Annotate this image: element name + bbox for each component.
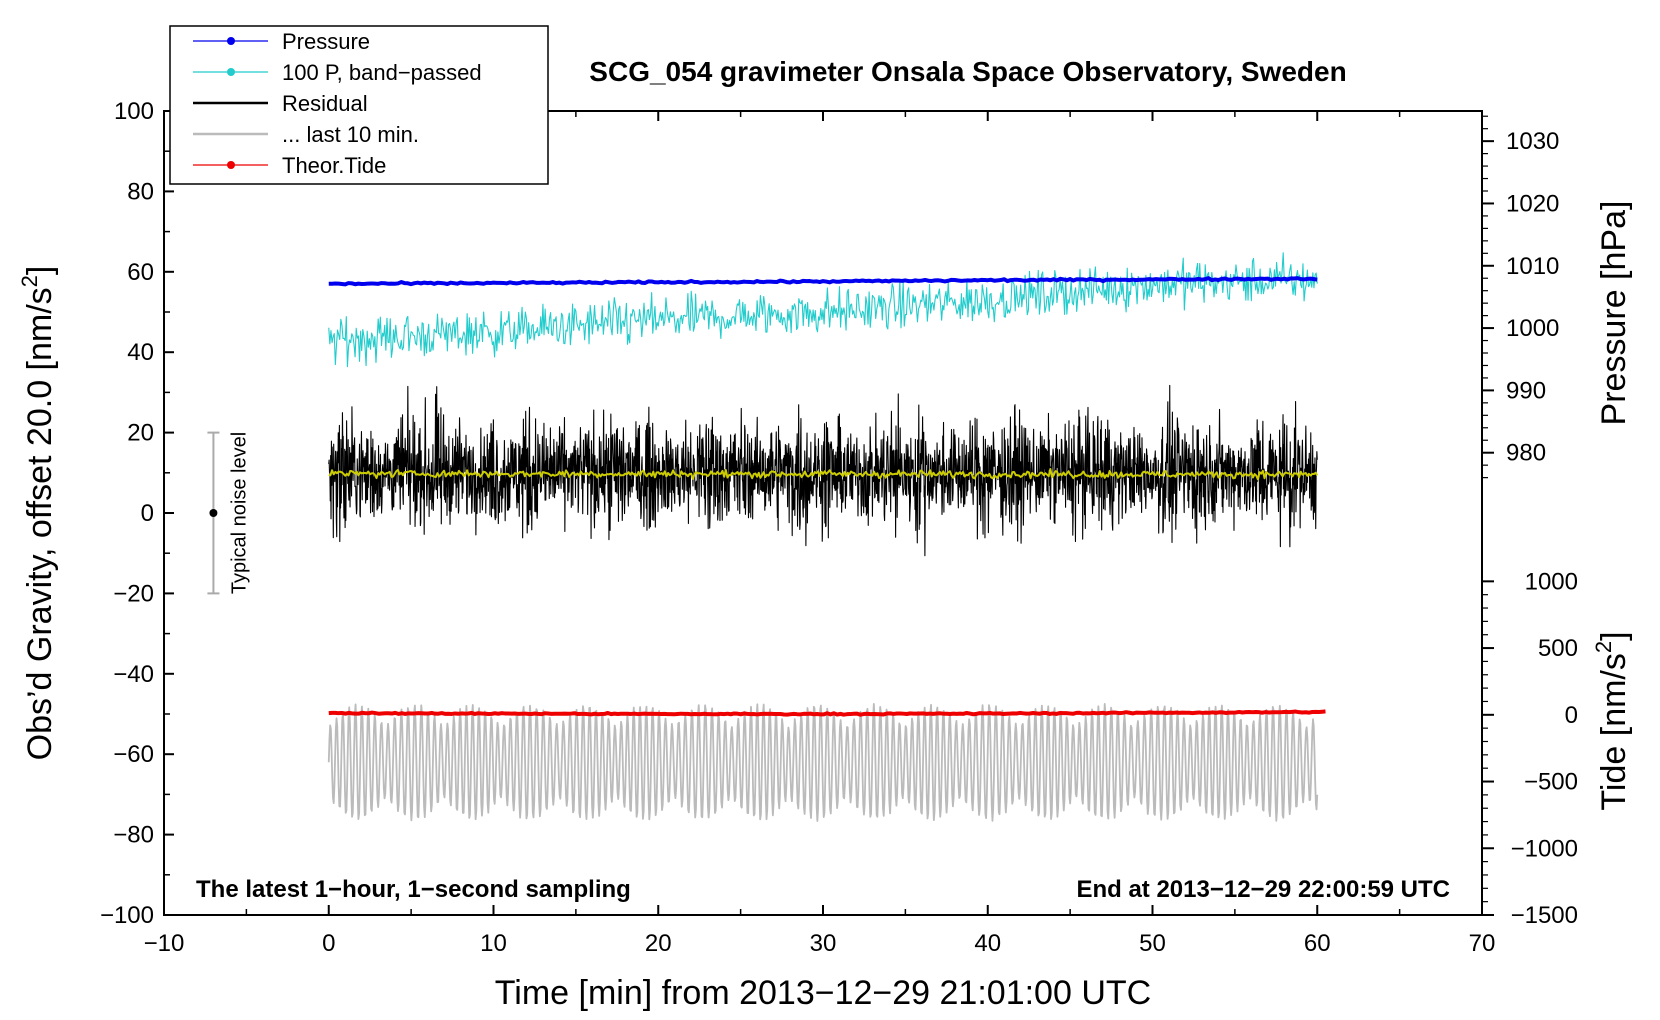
legend-marker (227, 68, 235, 76)
noise-level-label: Typical noise level (228, 432, 250, 594)
x-tick-label: 0 (322, 930, 335, 957)
x-tick-label: 20 (645, 930, 672, 957)
legend-box (169, 25, 549, 185)
annotation-end-time: End at 2013−12−29 22:00:59 UTC (1076, 876, 1450, 903)
tide-tick-label: −1000 (1511, 835, 1578, 862)
y-tick-label: −80 (113, 822, 154, 849)
tide-tick-label: −1500 (1511, 902, 1578, 929)
pressure-tick-label: 980 (1506, 440, 1546, 467)
legend: Pressure 100 P, band−passed Residual ... la… (169, 25, 549, 185)
x-axis-label: Time [min] from 2013−12−29 21:01:00 UTC (495, 974, 1151, 1012)
series-layer (327, 252, 1326, 822)
legend-label: Theor.Tide (282, 153, 386, 178)
x-tick-label: 70 (1469, 930, 1496, 957)
pressure-tick-label: 1030 (1506, 128, 1559, 155)
pressure-tick-label: 990 (1506, 377, 1546, 404)
y-axis-label-left-close: ] (21, 266, 59, 275)
tide-axis-label-sup: 2 (1591, 641, 1616, 653)
y-tick-label: 20 (127, 420, 154, 447)
series-running-mean (328, 467, 1319, 481)
y-tick-label: 80 (127, 178, 154, 205)
tide-axis-label-close: ] (1595, 631, 1633, 640)
y-tick-label: −20 (113, 580, 154, 607)
legend-label: ... last 10 min. (282, 122, 419, 147)
chart-title: SCG_054 gravimeter Onsala Space Observat… (589, 56, 1346, 87)
y-axis-label-left-text: Obs’d Gravity, offset 20.0 [nm/s (21, 287, 59, 760)
y-axis-label-left: Obs’d Gravity, offset 20.0 [nm/s2] (17, 266, 59, 761)
y-tick-label: 0 (141, 500, 154, 527)
pressure-axis-label: Pressure [hPa] (1595, 201, 1633, 426)
y-axis-ticks: 100 80 60 40 20 0 −20 −40 −60 −80 −100 (100, 98, 174, 929)
y-tick-label: −60 (113, 741, 154, 768)
x-tick-label: 60 (1304, 930, 1331, 957)
series-band-passed (328, 252, 1318, 368)
legend-label: Residual (282, 91, 368, 116)
x-tick-label: 10 (480, 930, 507, 957)
x-axis-ticks: −10 0 10 20 30 40 50 60 70 (144, 111, 1496, 957)
legend-label: 100 P, band−passed (282, 60, 482, 85)
x-tick-label: 50 (1139, 930, 1166, 957)
y-tick-label: 40 (127, 339, 154, 366)
tide-axis-label: Tide [nm/s2] (1591, 631, 1633, 810)
tide-axis-ticks: 1000 500 0 −500 −1000 −1500 (1482, 568, 1578, 929)
y-tick-label: −40 (113, 661, 154, 688)
series-residual (328, 384, 1318, 557)
pressure-tick-label: 1010 (1506, 253, 1559, 280)
series-theor-tide (328, 709, 1326, 717)
series-last-10-min (327, 702, 1319, 822)
y-tick-label: −100 (100, 902, 154, 929)
y-axis-label-left-sup: 2 (17, 275, 42, 287)
x-tick-label: 40 (974, 930, 1001, 957)
noise-level-indicator: Typical noise level (207, 431, 250, 595)
x-tick-label: −10 (144, 930, 185, 957)
legend-label: Pressure (282, 29, 370, 54)
x-tick-label: 30 (810, 930, 837, 957)
y-tick-label: 60 (127, 259, 154, 286)
tide-tick-label: 500 (1538, 635, 1578, 662)
series-pressure (328, 276, 1318, 287)
legend-marker (227, 37, 235, 45)
pressure-tick-label: 1020 (1506, 190, 1559, 217)
pressure-tick-label: 1000 (1506, 315, 1559, 342)
tide-tick-label: 1000 (1525, 568, 1578, 595)
tide-axis-label-text: Tide [nm/s (1595, 653, 1633, 810)
pressure-axis-ticks: 1030 1020 1010 1000 990 980 (1482, 115, 1559, 479)
annotation-sampling: The latest 1−hour, 1−second sampling (196, 876, 631, 903)
legend-marker (227, 161, 235, 169)
tide-tick-label: 0 (1565, 702, 1578, 729)
y-tick-label: 100 (114, 98, 154, 125)
noise-level-dot (209, 509, 218, 517)
tide-tick-label: −500 (1524, 769, 1578, 796)
